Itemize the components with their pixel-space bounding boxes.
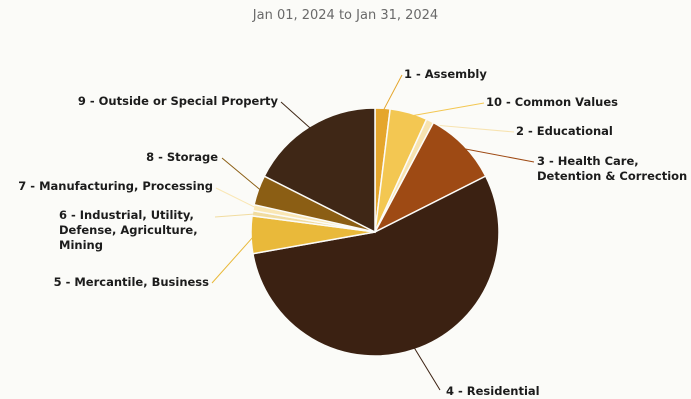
leader-line-outside: [280, 101, 313, 131]
leader-line-mercantile: [211, 234, 256, 284]
leader-line-health-care: [460, 147, 535, 163]
slice-label-mercantile: 5 - Mercantile, Business: [54, 275, 210, 289]
leader-line-storage: [221, 157, 263, 192]
pie-slice-outside: [263, 107, 376, 234]
slice-label-assembly: 1 - Assembly: [404, 67, 487, 81]
slice-label-industrial: 6 - Industrial, Utility, Defense, Agricul…: [59, 208, 198, 252]
leader-line-manufacturing: [215, 187, 258, 209]
slice-label-manufacturing: 7 - Manufacturing, Processing: [18, 179, 213, 193]
pie-slice-health-care: [373, 121, 487, 234]
pie-slice-residential: [252, 175, 500, 357]
leader-line-industrial: [214, 213, 257, 218]
slice-label-residential: 4 - Residential: [446, 384, 540, 398]
slice-label-health-care: 3 - Health Care, Detention & Correction: [537, 154, 687, 183]
leader-line-assembly: [381, 74, 403, 113]
slice-label-common-values: 10 - Common Values: [486, 95, 618, 109]
chart-subtitle: Jan 01, 2024 to Jan 31, 2024: [252, 8, 439, 23]
slice-label-educational: 2 - Educational: [516, 124, 613, 138]
leader-line-residential: [412, 345, 441, 391]
slice-label-storage: 8 - Storage: [146, 150, 218, 164]
leader-line-educational: [428, 124, 515, 133]
leader-line-common-values: [407, 102, 485, 117]
slice-label-outside: 9 - Outside or Special Property: [78, 94, 279, 108]
